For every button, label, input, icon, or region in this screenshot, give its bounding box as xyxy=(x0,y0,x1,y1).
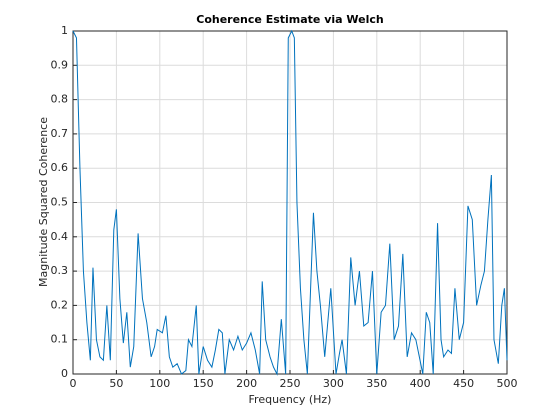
x-tick-label: 500 xyxy=(497,377,518,390)
y-tick-label: 0.2 xyxy=(51,298,69,311)
y-tick-label: 0.5 xyxy=(51,196,69,209)
x-tick-label: 150 xyxy=(193,377,214,390)
x-tick-label: 400 xyxy=(410,377,431,390)
x-tick-label: 250 xyxy=(280,377,301,390)
x-tick-label: 100 xyxy=(149,377,170,390)
x-tick-label: 350 xyxy=(366,377,387,390)
x-tick-label: 0 xyxy=(70,377,77,390)
x-axis-label: Frequency (Hz) xyxy=(249,393,332,406)
x-tick-label: 300 xyxy=(323,377,344,390)
x-tick-label: 200 xyxy=(236,377,257,390)
y-tick-label: 0.8 xyxy=(51,93,69,106)
y-tick-label: 0.3 xyxy=(51,264,69,277)
data-line xyxy=(72,29,508,376)
y-tick-label: 0.9 xyxy=(51,58,69,71)
y-axis-label: Magnitude Squared Coherence xyxy=(37,117,50,287)
y-tick-label: 0.4 xyxy=(51,230,69,243)
y-tick-label: 0.6 xyxy=(51,161,69,174)
y-tick-label: 1 xyxy=(61,24,68,37)
y-tick-label: 0.7 xyxy=(51,127,69,140)
y-tick-label: 0 xyxy=(61,367,68,380)
axes-box xyxy=(72,30,508,375)
chart-title: Coherence Estimate via Welch xyxy=(196,13,384,26)
x-tick-label: 450 xyxy=(453,377,474,390)
y-tick-label: 0.1 xyxy=(51,333,69,346)
x-tick-label: 50 xyxy=(109,377,123,390)
